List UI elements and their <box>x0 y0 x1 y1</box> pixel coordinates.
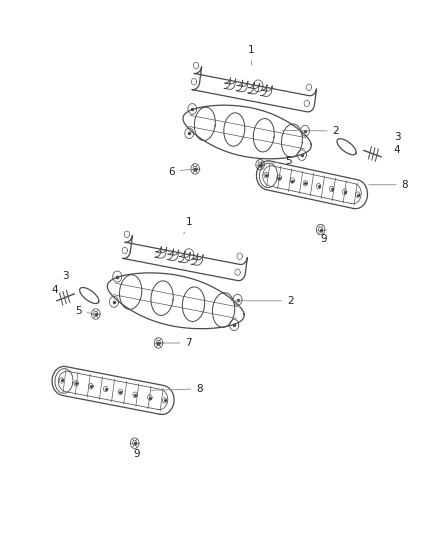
Text: 2: 2 <box>230 296 293 306</box>
Text: 5: 5 <box>263 156 292 166</box>
Text: 3: 3 <box>62 271 69 281</box>
Text: 1: 1 <box>248 45 255 65</box>
Text: 4: 4 <box>394 146 400 156</box>
Text: 3: 3 <box>394 132 400 142</box>
Text: 1: 1 <box>184 217 192 234</box>
Text: 4: 4 <box>51 285 58 295</box>
Text: 8: 8 <box>369 180 408 190</box>
Text: 5: 5 <box>75 306 93 316</box>
Text: 8: 8 <box>150 384 203 394</box>
Text: 7: 7 <box>161 338 192 348</box>
Text: 9: 9 <box>321 233 327 244</box>
Text: 6: 6 <box>168 166 192 176</box>
Text: 9: 9 <box>134 449 140 459</box>
Text: 2: 2 <box>283 126 339 136</box>
